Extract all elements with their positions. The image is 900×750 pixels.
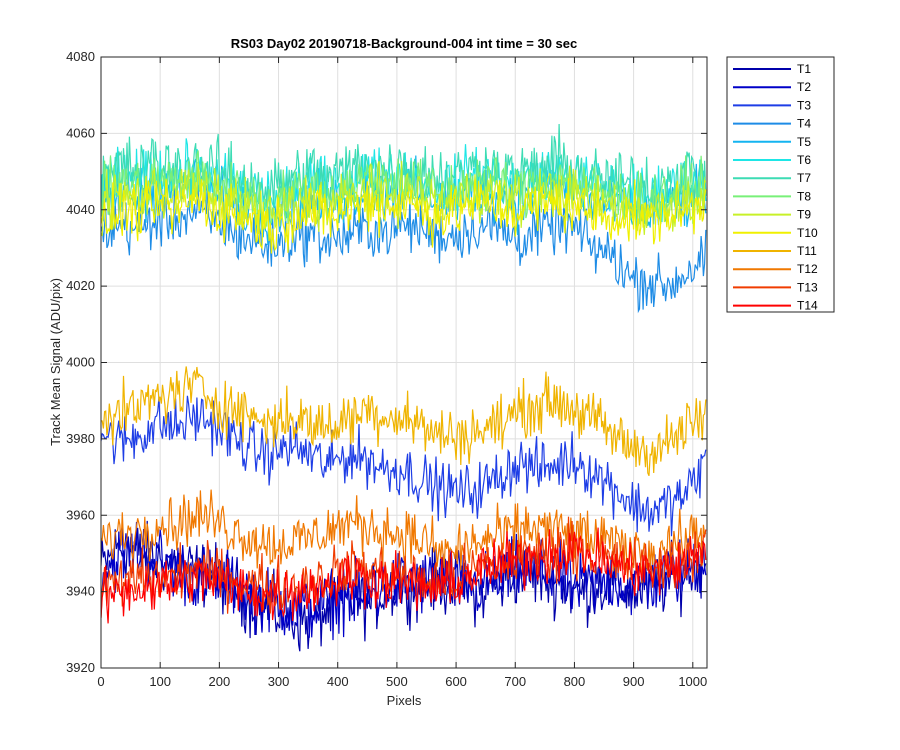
- legend-entry-t1: T1: [797, 62, 811, 76]
- series-lines: [101, 123, 707, 652]
- y-tick-label: 4040: [66, 202, 95, 217]
- x-tick-label: 400: [327, 674, 349, 689]
- legend-entry-t3: T3: [797, 98, 811, 112]
- x-tick-label: 600: [445, 674, 467, 689]
- series-line-t3: [101, 395, 707, 537]
- y-tick-label: 4080: [66, 49, 95, 64]
- x-tick-label: 200: [209, 674, 231, 689]
- y-tick-label: 4020: [66, 278, 95, 293]
- series-line-t4: [101, 186, 707, 314]
- legend-entry-t4: T4: [797, 117, 811, 131]
- y-tick-label: 3980: [66, 431, 95, 446]
- legend-entry-t6: T6: [797, 153, 811, 167]
- x-tick-label: 900: [623, 674, 645, 689]
- legend-entry-t2: T2: [797, 80, 811, 94]
- y-tick-label: 3920: [66, 660, 95, 675]
- legend-entry-t8: T8: [797, 189, 811, 203]
- series-line-t12: [101, 489, 707, 584]
- x-tick-label: 700: [504, 674, 526, 689]
- x-axis-label: Pixels: [387, 693, 422, 708]
- x-tick-label: 300: [268, 674, 290, 689]
- legend-entry-t5: T5: [797, 135, 811, 149]
- y-tick-label: 4000: [66, 355, 95, 370]
- x-tick-label: 0: [97, 674, 104, 689]
- legend-entry-t11: T11: [797, 244, 817, 258]
- series-line-t11: [101, 366, 707, 477]
- x-tick-label: 100: [149, 674, 171, 689]
- y-tick-label: 3940: [66, 584, 95, 599]
- y-axis-label: Track Mean Signal (ADU/pix): [48, 278, 63, 446]
- x-tick-label: 500: [386, 674, 408, 689]
- legend-entry-t14: T14: [797, 299, 818, 313]
- y-axis: 3920 3940 3960 3980 4000 4020 4040 4060 4080: [66, 49, 707, 675]
- y-tick-label: 4060: [66, 125, 95, 140]
- series-line-t10: [101, 175, 707, 254]
- series-line-t14: [101, 527, 707, 624]
- legend-entry-t7: T7: [797, 171, 811, 185]
- legend-entry-t12: T12: [797, 262, 818, 276]
- chart-title: RS03 Day02 20190718-Background-004 int t…: [231, 36, 578, 51]
- y-tick-label: 3960: [66, 507, 95, 522]
- legend-entry-t9: T9: [797, 208, 811, 222]
- legend-box: [726, 56, 835, 313]
- legend-entry-t10: T10: [797, 226, 818, 240]
- x-tick-label: 1000: [678, 674, 707, 689]
- x-tick-label: 800: [564, 674, 586, 689]
- legend: T1 T2 T3 T4 T5 T6 T7 T8 T9 T10 T11 T12 T13 T14: [726, 56, 835, 313]
- x-axis: 0 100 200 300 400 500 600 700 800 900 1000: [97, 57, 707, 689]
- legend-entry-t13: T13: [797, 280, 818, 294]
